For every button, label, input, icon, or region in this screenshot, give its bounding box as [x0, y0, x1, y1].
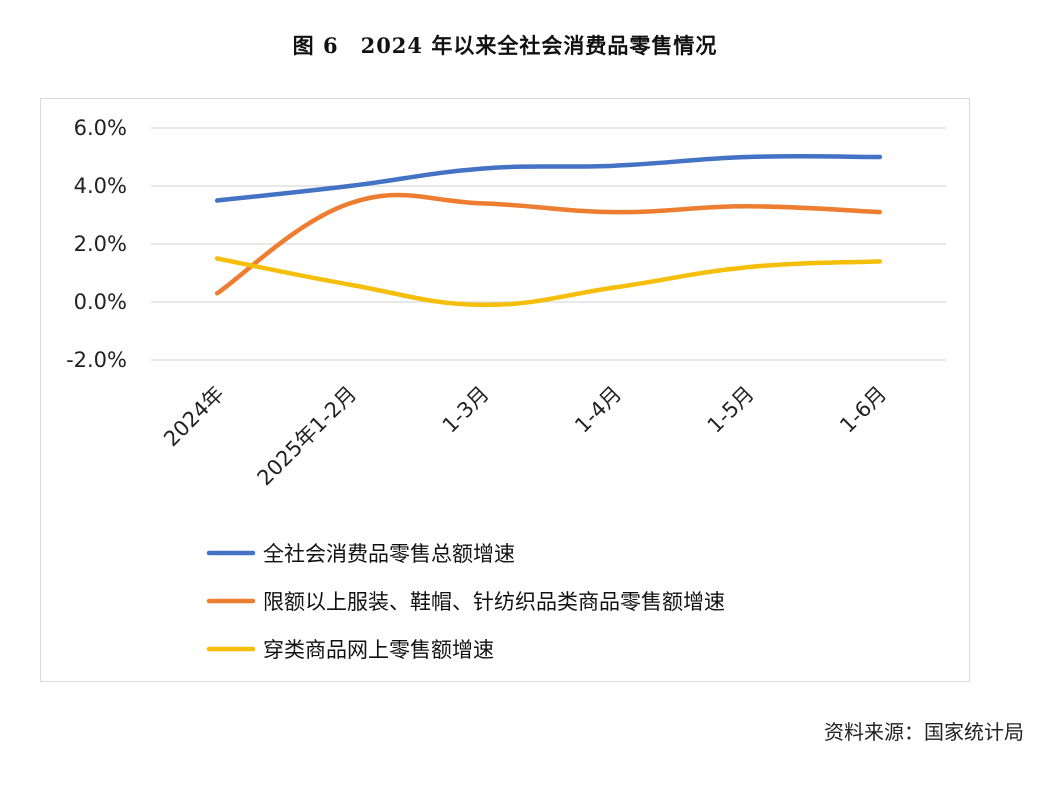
legend-label: 穿类商品网上零售额增速 [263, 638, 494, 662]
data-point-s0-5 [877, 154, 882, 160]
data-point-s2-3 [612, 285, 617, 290]
x-tick-label: 1-4月 [570, 382, 626, 438]
chart-frame: -2.0% 0.0% 2.0% 4.0% 6.0% 2024年 2025年1-2月 1-3月… [40, 98, 970, 682]
source-note: 资料来源：国家统计局 [824, 720, 1024, 744]
line-chart: -2.0% 0.0% 2.0% 4.0% 6.0% 2024年 2025年1-2月 1-3月… [66, 116, 946, 662]
data-point-s1-4 [745, 204, 750, 209]
y-tick-label: 2.0% [74, 232, 127, 256]
legend-label: 限额以上服装、鞋帽、针纺织品类商品零售额增速 [263, 590, 725, 614]
data-point-s1-2 [480, 201, 485, 206]
y-axis-ticks: -2.0% 0.0% 2.0% 4.0% 6.0% [66, 116, 127, 372]
data-point-s0-0 [215, 198, 220, 203]
legend-item-0[interactable]: 全社会消费品零售总额增速 [206, 542, 515, 566]
x-tick-label: 1-5月 [703, 382, 759, 438]
legend-label: 全社会消费品零售总额增速 [263, 542, 515, 566]
data-point-s2-5 [877, 259, 882, 264]
data-point-s0-2 [480, 166, 485, 171]
x-tick-label: 1-6月 [835, 382, 891, 438]
y-tick-label: 6.0% [74, 116, 127, 140]
y-tick-label: 0.0% [74, 290, 127, 314]
data-point-s2-4 [745, 265, 750, 270]
series-layer [215, 153, 882, 308]
legend-item-1[interactable]: 限额以上服装、鞋帽、针纺织品类商品零售额增速 [206, 590, 725, 614]
legend: 全社会消费品零售总额增速限额以上服装、鞋帽、针纺织品类商品零售额增速穿类商品网上… [206, 542, 725, 662]
grid-layer [151, 127, 946, 361]
series-line-2 [215, 256, 882, 308]
data-point-s1-0 [215, 291, 220, 296]
data-point-s0-1 [347, 183, 352, 189]
series-line-1 [215, 192, 882, 296]
y-tick-label: -2.0% [66, 348, 127, 372]
data-point-s0-3 [612, 163, 617, 168]
data-point-s1-5 [877, 209, 882, 215]
data-point-s2-2 [480, 302, 485, 308]
data-point-s2-1 [347, 282, 352, 287]
y-tick-label: 4.0% [74, 174, 127, 198]
x-tick-label: 1-3月 [438, 382, 494, 438]
x-axis-ticks: 2024年 2025年1-2月 1-3月 1-4月 1-5月 1-6月 [159, 382, 891, 491]
legend-item-2[interactable]: 穿类商品网上零售额增速 [206, 638, 494, 662]
data-point-s1-3 [612, 209, 617, 215]
figure-title: 图 6 2024 年以来全社会消费品零售情况 [292, 33, 718, 58]
data-point-s1-1 [347, 201, 352, 206]
series-line-0 [215, 153, 882, 203]
x-tick-label: 2024年 [159, 382, 229, 452]
x-tick-label: 2025年1-2月 [253, 382, 362, 491]
data-point-s2-0 [215, 256, 220, 261]
data-point-s0-4 [745, 154, 750, 160]
